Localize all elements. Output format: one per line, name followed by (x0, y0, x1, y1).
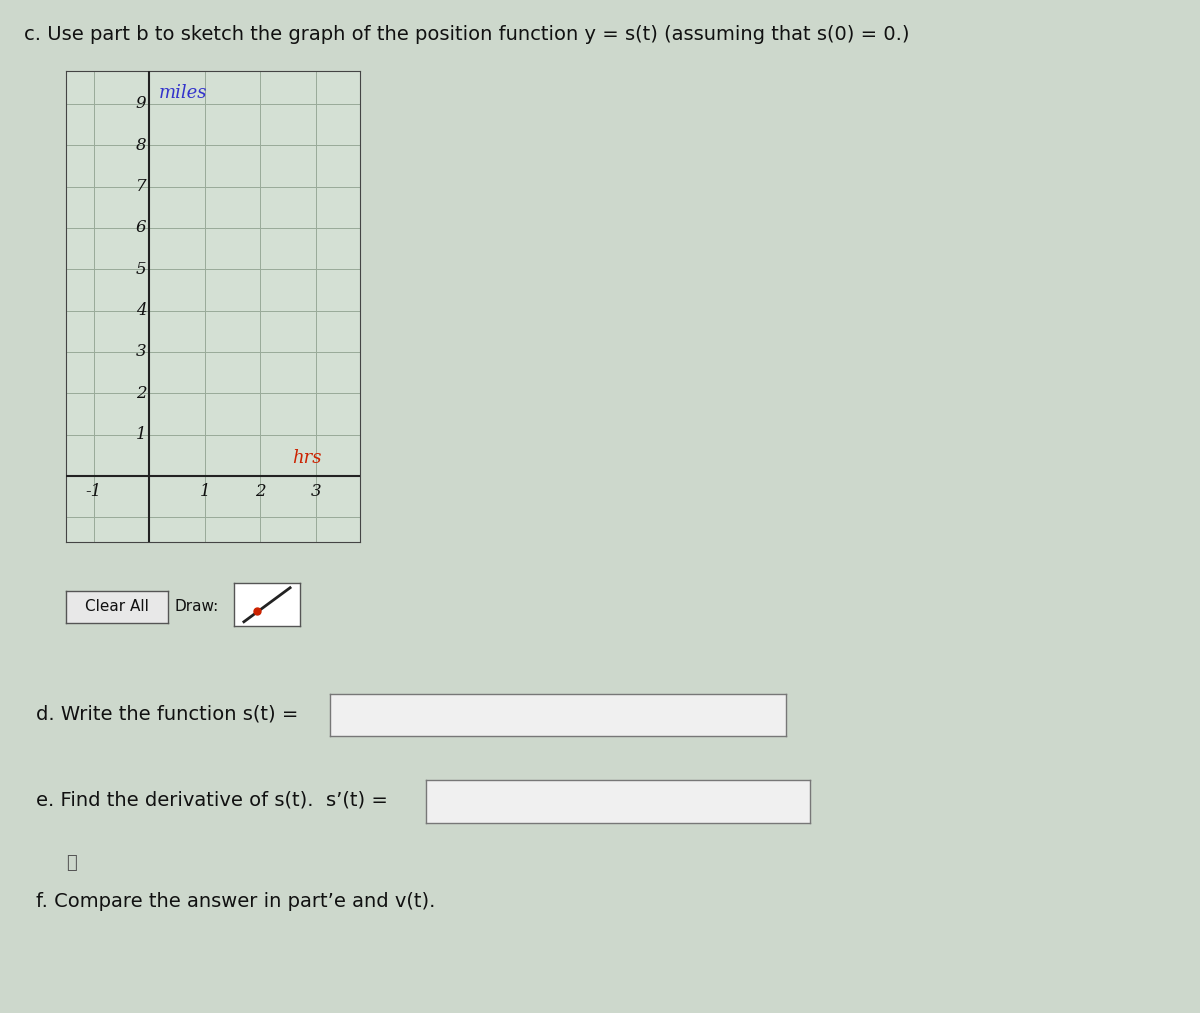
Text: 1: 1 (199, 483, 210, 500)
Text: 3: 3 (136, 343, 146, 361)
Text: 6: 6 (136, 220, 146, 236)
Text: 7: 7 (136, 178, 146, 196)
Text: 3: 3 (311, 483, 320, 500)
Text: e. Find the derivative of s(t).  s’(t) =: e. Find the derivative of s(t). s’(t) = (36, 791, 388, 809)
Text: Draw:: Draw: (174, 600, 218, 614)
Text: 1: 1 (136, 426, 146, 443)
Text: -1: -1 (85, 483, 102, 500)
Text: miles: miles (160, 84, 208, 102)
Text: 2: 2 (254, 483, 265, 500)
Text: f. Compare the answer in part’e and v(t).: f. Compare the answer in part’e and v(t)… (36, 892, 436, 911)
Text: 5: 5 (136, 260, 146, 278)
Text: 4: 4 (136, 302, 146, 319)
Text: 9: 9 (136, 95, 146, 112)
Text: 👋: 👋 (66, 854, 77, 872)
Text: hrs: hrs (293, 449, 322, 467)
Text: 2: 2 (136, 385, 146, 402)
Text: c. Use part b to sketch the graph of the position function y = s(t) (assuming th: c. Use part b to sketch the graph of the… (24, 25, 910, 45)
Text: d. Write the function s(t) =: d. Write the function s(t) = (36, 705, 299, 723)
Text: Clear All: Clear All (85, 600, 149, 614)
Text: 8: 8 (136, 137, 146, 154)
